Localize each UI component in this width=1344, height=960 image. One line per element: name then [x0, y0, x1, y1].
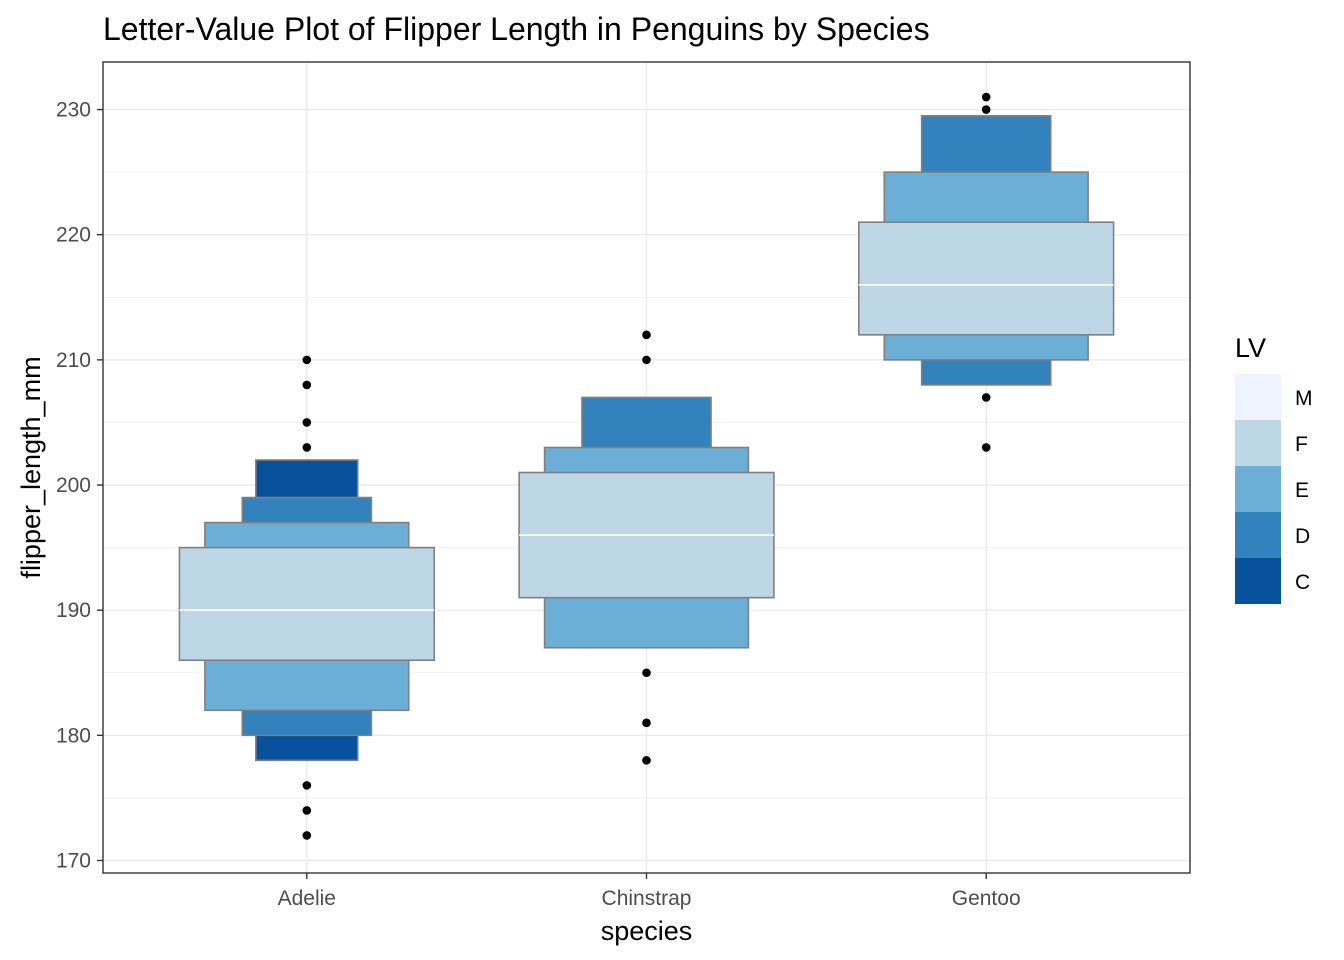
lv-box-f	[178, 546, 435, 662]
outlier-point	[642, 355, 651, 365]
y-axis-title: flipper_length_mm	[16, 356, 46, 578]
legend-label-c: C	[1295, 571, 1310, 594]
x-tick-label: Adelie	[278, 887, 336, 910]
outlier-point	[302, 831, 312, 840]
outlier-point	[302, 418, 312, 427]
outlier-point	[981, 393, 991, 402]
legend-key-d	[1235, 512, 1281, 558]
legend-key-f	[1235, 420, 1281, 466]
lv-box-f	[858, 221, 1115, 336]
outlier-point	[981, 92, 991, 102]
outlier-point	[302, 443, 312, 452]
series-chinstrap	[518, 330, 775, 765]
y-tick-label: 220	[56, 224, 91, 247]
y-tick-label: 210	[56, 349, 91, 372]
chart-marks	[178, 92, 1115, 840]
legend-key-m	[1235, 374, 1281, 420]
x-axis-title: species	[601, 916, 693, 946]
series-adelie	[178, 355, 435, 840]
y-tick-label: 170	[56, 849, 91, 872]
outlier-point	[302, 781, 312, 790]
y-tick-label: 180	[56, 724, 91, 747]
legend-title: LV	[1235, 333, 1266, 363]
outlier-point	[642, 756, 651, 765]
legend-label-e: E	[1295, 479, 1309, 502]
outlier-point	[302, 806, 312, 815]
outlier-point	[642, 718, 651, 728]
legend-key-c	[1235, 558, 1281, 604]
legend-key-e	[1235, 466, 1281, 512]
outlier-point	[642, 668, 651, 678]
y-tick-label: 230	[56, 99, 91, 122]
chart-title: Letter-Value Plot of Flipper Length in P…	[103, 11, 930, 47]
outlier-point	[302, 380, 312, 390]
y-tick-label: 200	[56, 474, 91, 497]
outlier-point	[642, 330, 651, 340]
legend-label-d: D	[1295, 525, 1310, 548]
x-tick-label: Chinstrap	[602, 887, 692, 910]
series-gentoo	[858, 92, 1115, 452]
y-tick-label: 190	[56, 599, 91, 622]
axis-ticks: 170 180 190 200 210 220 230 Adelie Chinstrap Gent…	[56, 99, 1021, 910]
outlier-point	[302, 355, 312, 365]
outlier-point	[981, 443, 991, 452]
legend-label-f: F	[1295, 433, 1308, 456]
x-tick-label: Gentoo	[952, 887, 1021, 910]
outlier-point	[981, 105, 991, 114]
legend-label-m: M	[1295, 387, 1313, 410]
